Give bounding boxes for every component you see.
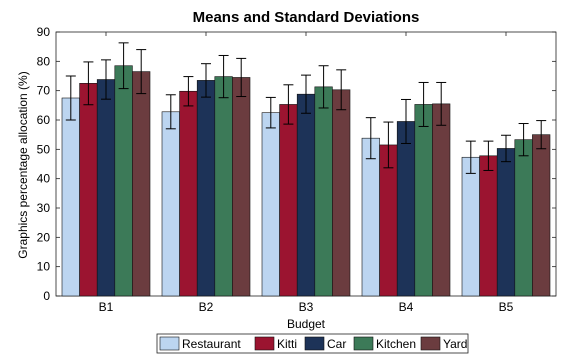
legend-swatch-car: [304, 336, 325, 351]
y-tick-label: 30: [37, 201, 51, 215]
bar-kitti: [479, 155, 498, 297]
bar-yard: [132, 71, 151, 297]
y-tick-label: 20: [37, 230, 51, 244]
plot-area: 0 10 20 30 40 50 60 70 80 90 B1 B2 B3 B4 B5: [37, 25, 557, 314]
y-axis-label: Graphics percentage allocation (%): [16, 71, 30, 258]
bar-kitti: [179, 90, 198, 297]
y-tick-label: 80: [37, 54, 51, 68]
legend-swatch-kitchen: [353, 336, 374, 351]
legend-swatch-kitti: [254, 336, 275, 351]
bar-car: [396, 121, 416, 297]
bar-car: [196, 80, 216, 297]
bar-yard: [332, 89, 351, 297]
bar-restaurant: [461, 156, 480, 297]
y-tick-label: 0: [43, 289, 50, 303]
bar-restaurant: [361, 137, 380, 297]
bar-kitchen: [314, 86, 333, 297]
x-tick-label: B2: [199, 300, 214, 314]
bar-yard: [232, 77, 251, 297]
x-tick-label: B1: [99, 300, 114, 314]
x-axis-label: Budget: [287, 317, 326, 331]
bar-restaurant: [61, 97, 80, 297]
bar-kitti: [279, 104, 298, 297]
y-tick-label: 10: [37, 260, 51, 274]
y-tick-label: 60: [37, 113, 51, 127]
bar-kitchen: [414, 104, 433, 297]
y-tick-label: 40: [37, 172, 51, 186]
bar-restaurant: [161, 111, 180, 297]
bar-kitchen: [114, 65, 133, 297]
legend-label: Kitti: [277, 337, 297, 351]
legend-label: Yard: [443, 337, 467, 351]
legend-swatch-restaurant: [159, 336, 180, 351]
bar-kitchen: [514, 139, 533, 297]
x-tick-label: B3: [299, 300, 314, 314]
bar-kitti: [79, 83, 98, 297]
legend-label: Restaurant: [182, 337, 241, 351]
legend-label: Kitchen: [376, 337, 416, 351]
chart-title: Means and Standard Deviations: [193, 9, 420, 26]
bar-car: [296, 93, 316, 297]
legend-swatch-yard: [420, 336, 441, 351]
y-tick-label: 50: [37, 142, 51, 156]
x-tick-label: B5: [499, 300, 514, 314]
bar-kitchen: [214, 76, 233, 297]
legend: Restaurant Kitti Car Kitchen Yard: [156, 333, 469, 354]
y-tick-label: 90: [37, 25, 51, 39]
bar-car: [496, 148, 516, 297]
y-tick-label: 70: [37, 84, 51, 98]
bar-restaurant: [261, 112, 280, 297]
legend-label: Car: [327, 337, 346, 351]
bar-yard: [532, 134, 551, 297]
bar-yard: [432, 103, 451, 297]
bar-car: [96, 79, 116, 297]
x-tick-label: B4: [399, 300, 414, 314]
